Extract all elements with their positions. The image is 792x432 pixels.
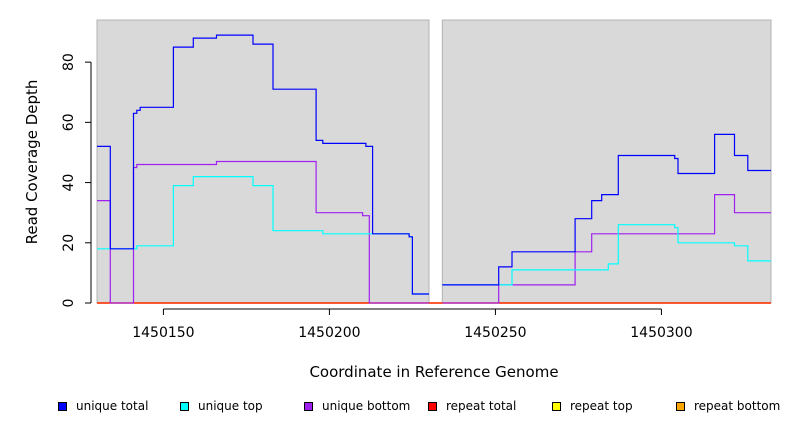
axes: 0 20 40 60 80 1450150 1450200 1450250 1450300 [61, 53, 693, 341]
x-tick-label: 1450250 [464, 325, 526, 341]
legend-item-unique-top: unique top [180, 399, 263, 413]
legend-label: unique top [198, 399, 263, 413]
y-tick-label: 80 [61, 53, 77, 71]
y-tick-label: 40 [61, 174, 77, 192]
y-axis-title: Read Coverage Depth [23, 80, 41, 245]
legend-swatch-unique-total [58, 401, 67, 411]
legend-item-repeat-top: repeat top [552, 399, 633, 413]
legend-item-repeat-bottom: repeat bottom [676, 399, 780, 413]
y-tick-label: 60 [61, 113, 77, 131]
legend-item-unique-total: unique total [58, 399, 148, 413]
x-tick-label: 1450300 [630, 325, 692, 341]
y-tick-label: 0 [61, 299, 77, 308]
legend-swatch-unique-top [180, 401, 189, 411]
x-axis-title: Coordinate in Reference Genome [309, 363, 558, 381]
x-tick-label: 1450150 [132, 325, 194, 341]
legend-item-repeat-total: repeat total [428, 399, 516, 413]
plot-background [96, 19, 772, 304]
series-line-unique-bottom [97, 160, 771, 304]
legend-item-unique-bottom: unique bottom [304, 399, 410, 413]
legend: unique total unique top unique bottom repea… [0, 399, 792, 419]
legend-label: unique total [76, 399, 149, 413]
x-tick-label: 1450200 [298, 325, 360, 341]
plot-panel-right [441, 19, 772, 304]
series-line-unique-total [97, 34, 771, 295]
legend-label: repeat total [446, 399, 517, 413]
y-tick-label: 20 [61, 234, 77, 252]
legend-label: unique bottom [322, 399, 411, 413]
legend-swatch-repeat-top [552, 401, 561, 411]
legend-swatch-repeat-bottom [676, 401, 685, 411]
legend-swatch-unique-bottom [304, 401, 313, 411]
legend-label: repeat bottom [694, 399, 781, 413]
legend-label: repeat top [570, 399, 633, 413]
legend-swatch-repeat-total [428, 401, 437, 411]
series-layer [97, 34, 771, 304]
